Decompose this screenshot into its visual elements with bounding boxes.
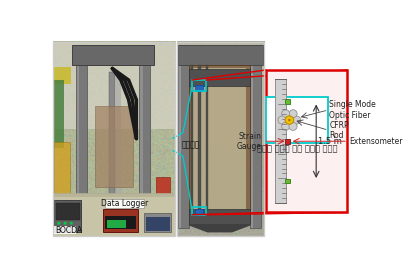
FancyBboxPatch shape: [206, 65, 209, 213]
FancyBboxPatch shape: [103, 209, 138, 232]
FancyBboxPatch shape: [193, 69, 247, 216]
FancyBboxPatch shape: [139, 51, 151, 222]
Circle shape: [63, 222, 67, 225]
FancyBboxPatch shape: [54, 80, 63, 148]
FancyBboxPatch shape: [72, 45, 154, 65]
FancyBboxPatch shape: [285, 139, 290, 144]
Circle shape: [289, 110, 297, 118]
FancyBboxPatch shape: [189, 209, 250, 224]
Circle shape: [285, 116, 294, 124]
FancyBboxPatch shape: [77, 51, 79, 222]
Text: Strain
Gauge: Strain Gauge: [237, 132, 262, 151]
FancyBboxPatch shape: [107, 220, 126, 228]
FancyBboxPatch shape: [105, 215, 136, 229]
Text: 1.5 m: 1.5 m: [319, 137, 342, 146]
FancyBboxPatch shape: [53, 194, 175, 197]
FancyBboxPatch shape: [178, 45, 189, 228]
Text: 분포형 광섬유 기반 스마트 강연선: 분포형 광섬유 기반 스마트 강연선: [256, 145, 337, 154]
Circle shape: [70, 222, 73, 225]
FancyBboxPatch shape: [56, 203, 80, 220]
FancyBboxPatch shape: [177, 41, 264, 148]
Text: BOCDA: BOCDA: [55, 226, 82, 235]
FancyBboxPatch shape: [116, 72, 121, 197]
FancyBboxPatch shape: [140, 51, 143, 222]
FancyBboxPatch shape: [144, 213, 171, 232]
FancyBboxPatch shape: [95, 105, 133, 187]
Text: Data Logger: Data Logger: [101, 199, 148, 208]
FancyBboxPatch shape: [285, 99, 290, 104]
FancyBboxPatch shape: [53, 193, 175, 236]
Circle shape: [289, 122, 297, 130]
FancyBboxPatch shape: [189, 65, 250, 220]
FancyBboxPatch shape: [53, 41, 175, 129]
Polygon shape: [189, 225, 250, 232]
FancyBboxPatch shape: [178, 45, 263, 65]
FancyBboxPatch shape: [179, 45, 181, 228]
Circle shape: [282, 110, 290, 118]
Text: Extensometer: Extensometer: [350, 137, 403, 146]
FancyBboxPatch shape: [109, 72, 115, 197]
FancyBboxPatch shape: [195, 85, 203, 91]
FancyBboxPatch shape: [275, 79, 286, 203]
Circle shape: [288, 119, 290, 121]
FancyBboxPatch shape: [266, 70, 347, 213]
FancyBboxPatch shape: [54, 142, 70, 197]
FancyBboxPatch shape: [106, 199, 144, 208]
Circle shape: [278, 116, 286, 124]
FancyBboxPatch shape: [285, 179, 290, 183]
FancyBboxPatch shape: [195, 209, 203, 215]
FancyBboxPatch shape: [250, 45, 261, 228]
Text: CFRP
Rod: CFRP Rod: [329, 121, 349, 140]
FancyBboxPatch shape: [156, 177, 170, 206]
FancyBboxPatch shape: [54, 200, 81, 232]
FancyBboxPatch shape: [266, 97, 328, 143]
Circle shape: [57, 222, 61, 225]
FancyBboxPatch shape: [54, 226, 76, 234]
FancyBboxPatch shape: [198, 65, 201, 213]
Circle shape: [293, 116, 301, 124]
Circle shape: [282, 122, 290, 130]
Text: Single Mode
Optic Fiber: Single Mode Optic Fiber: [329, 100, 376, 120]
Text: 모노헤드: 모노헤드: [181, 140, 200, 149]
FancyBboxPatch shape: [191, 65, 193, 213]
FancyBboxPatch shape: [189, 69, 250, 86]
FancyBboxPatch shape: [251, 45, 254, 228]
FancyBboxPatch shape: [76, 51, 87, 222]
FancyBboxPatch shape: [54, 67, 71, 84]
FancyBboxPatch shape: [146, 217, 170, 231]
